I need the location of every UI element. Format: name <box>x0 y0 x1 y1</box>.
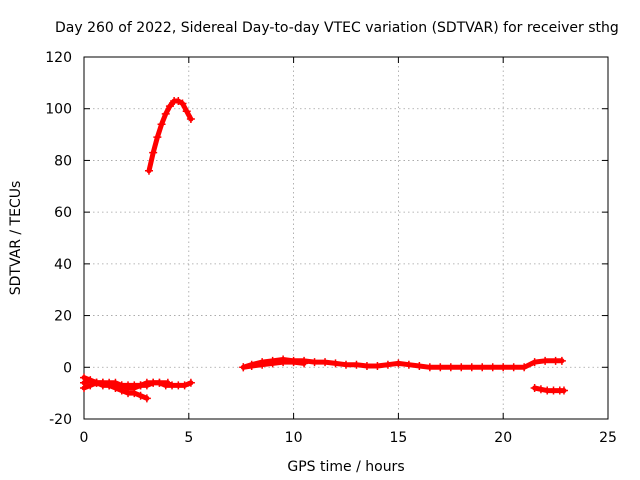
data-point <box>530 383 539 392</box>
x-tick-label: 25 <box>599 430 617 446</box>
data-point <box>478 363 487 372</box>
data-point <box>467 363 476 372</box>
data-point <box>300 359 309 368</box>
data-point <box>373 361 382 370</box>
data-point <box>86 381 95 390</box>
y-tick-label: -20 <box>49 412 72 428</box>
data-series <box>80 96 568 403</box>
series-arc-4 <box>144 96 195 175</box>
data-point <box>144 166 153 175</box>
data-point <box>321 358 330 367</box>
data-point <box>342 360 350 369</box>
x-tick-label: 20 <box>494 430 512 446</box>
data-point <box>165 102 174 111</box>
x-tick-label: 0 <box>80 430 89 446</box>
data-point <box>289 358 298 367</box>
data-point <box>142 394 151 403</box>
data-point <box>509 363 518 372</box>
y-tick-label: 60 <box>54 205 72 221</box>
series-arc-7 <box>530 383 568 395</box>
data-point <box>155 378 164 387</box>
data-point <box>331 359 340 368</box>
chart-title: Day 260 of 2022, Sidereal Day-to-day VTE… <box>55 20 619 36</box>
data-point <box>415 361 424 370</box>
axis-ticks: 0 5 10 15 20 25 -20 0 20 40 60 80 100 120 <box>45 50 617 446</box>
x-tick-label: 5 <box>184 430 193 446</box>
data-point <box>111 378 120 387</box>
data-point <box>161 109 170 118</box>
data-point <box>130 383 139 392</box>
data-point <box>425 363 434 372</box>
y-tick-label: 40 <box>54 257 72 273</box>
data-point <box>142 381 151 390</box>
data-point <box>488 363 497 372</box>
data-point <box>352 360 361 369</box>
x-tick-label: 10 <box>285 430 303 446</box>
data-point <box>136 391 145 400</box>
data-point <box>520 363 529 372</box>
data-point <box>153 133 162 142</box>
series-arc-3 <box>80 378 172 392</box>
data-point <box>457 363 466 372</box>
data-point <box>247 361 256 370</box>
data-point <box>383 360 392 369</box>
data-point <box>163 378 172 387</box>
y-tick-label: 80 <box>54 153 72 169</box>
data-point <box>174 96 183 105</box>
data-point <box>310 358 319 367</box>
data-point <box>559 386 568 395</box>
data-point <box>182 107 191 116</box>
series-arc-6 <box>239 358 309 372</box>
data-point <box>178 99 187 108</box>
data-point <box>268 359 277 368</box>
y-axis-label: SDTVAR / TECUs <box>8 181 24 296</box>
data-point <box>536 385 545 394</box>
data-point <box>80 373 88 382</box>
data-point <box>186 115 195 124</box>
data-point <box>80 383 88 392</box>
y-tick-label: 20 <box>54 309 72 325</box>
data-point <box>362 361 371 370</box>
y-tick-label: 100 <box>45 102 72 118</box>
data-point <box>557 356 566 365</box>
data-point <box>446 363 455 372</box>
y-tick-label: 0 <box>63 360 72 376</box>
y-tick-label: 120 <box>45 50 72 66</box>
x-axis-label: GPS time / hours <box>287 459 404 475</box>
data-point <box>117 381 126 390</box>
data-point <box>279 358 288 367</box>
data-point <box>499 363 508 372</box>
data-point <box>541 356 550 365</box>
data-point <box>436 363 445 372</box>
data-point <box>149 148 158 157</box>
data-point <box>394 359 403 368</box>
data-point <box>239 363 248 372</box>
plot-frame <box>83 56 609 420</box>
data-point <box>404 360 413 369</box>
data-point <box>530 358 539 367</box>
data-point <box>258 360 267 369</box>
x-tick-label: 15 <box>389 430 407 446</box>
data-point <box>186 378 195 387</box>
data-point <box>157 120 166 129</box>
data-point <box>180 381 189 390</box>
